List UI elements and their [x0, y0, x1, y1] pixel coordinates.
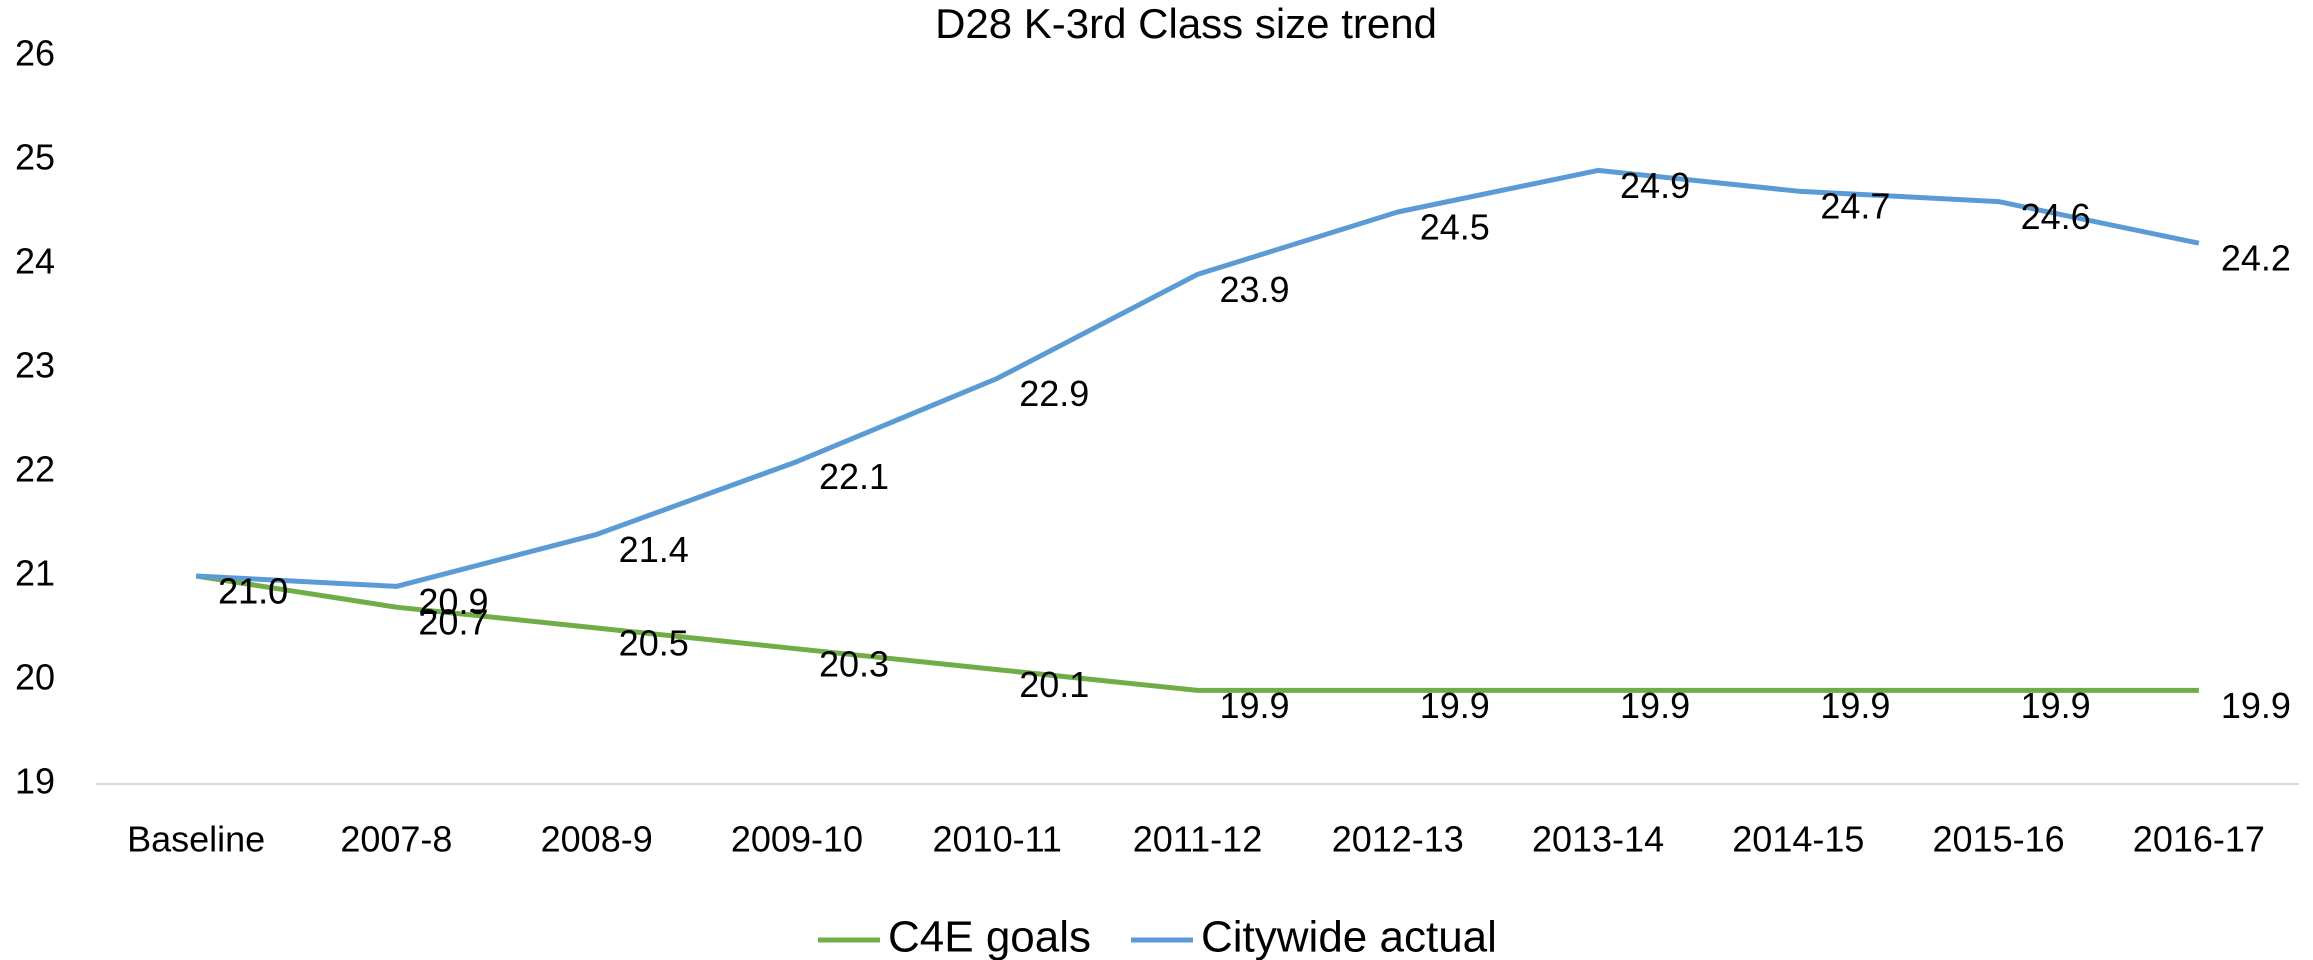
data-label: 24.5 [1420, 207, 1490, 248]
x-tick-label: 2013-14 [1532, 819, 1664, 860]
data-label: 20.9 [418, 581, 488, 622]
y-tick-label: 24 [15, 241, 55, 282]
y-tick-label: 22 [15, 449, 55, 490]
y-tick-label: 25 [15, 137, 55, 178]
series-line [195, 573, 2199, 693]
x-tick-label: 2010-11 [933, 819, 1062, 860]
x-tick-label: 2012-13 [1332, 819, 1464, 860]
y-tick-label: 19 [15, 761, 55, 802]
data-label: 24.7 [1820, 186, 1890, 227]
data-label: 19.9 [1620, 685, 1690, 726]
y-tick-label: 21 [15, 553, 55, 594]
data-label: 19.9 [1820, 685, 1890, 726]
data-label: 21.4 [619, 529, 689, 570]
chart-title: D28 K-3rd Class size trend [935, 0, 1437, 47]
data-label: 21.0 [218, 571, 288, 612]
legend-label: Citywide actual [1201, 913, 1497, 960]
data-label: 24.2 [2221, 238, 2291, 279]
data-label: 19.9 [1220, 685, 1290, 726]
x-tick-label: 2016-17 [2133, 819, 2265, 860]
data-label: 23.9 [1220, 269, 1290, 310]
x-tick-label: 2009-10 [731, 819, 863, 860]
x-tick-label: 2008-9 [541, 819, 653, 860]
legend-label: C4E goals [888, 913, 1091, 960]
x-tick-label: 2011-12 [1133, 819, 1262, 860]
data-label: 24.9 [1620, 165, 1690, 206]
data-label: 19.9 [2021, 685, 2091, 726]
y-tick-label: 23 [15, 345, 55, 386]
y-tick-label: 26 [15, 33, 55, 74]
x-tick-label: 2015-16 [1933, 819, 2065, 860]
x-tick-label: 2007-8 [340, 819, 452, 860]
data-label: 24.6 [2021, 196, 2091, 237]
data-label: 22.1 [819, 456, 889, 497]
data-label: 20.3 [819, 643, 889, 684]
x-tick-label: Baseline [127, 819, 265, 860]
data-label: 22.9 [1019, 373, 1089, 414]
data-label: 20.7 [418, 602, 488, 643]
data-label: 20.5 [619, 623, 689, 664]
data-label: 21.0 [218, 571, 288, 612]
data-label: 20.1 [1019, 664, 1089, 705]
x-tick-label: 2014-15 [1732, 819, 1864, 860]
series-line [196, 167, 2200, 589]
y-tick-label: 20 [15, 657, 55, 698]
data-label: 19.9 [1420, 685, 1490, 726]
data-label: 19.9 [2221, 685, 2291, 726]
